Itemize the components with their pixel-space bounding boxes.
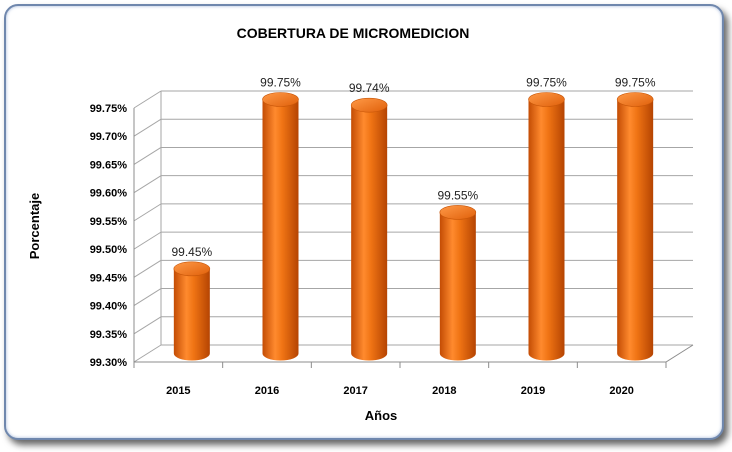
y-tick-label: 99.70%: [90, 131, 128, 143]
gridline-depth: [133, 259, 162, 278]
bar-top-2017: [350, 97, 388, 113]
gridline-depth: [133, 344, 162, 363]
y-tick-label: 99.40%: [90, 301, 128, 313]
x-tick-label: 2020: [609, 385, 633, 397]
y-tick-label: 99.45%: [90, 272, 128, 284]
x-tick-label: 2019: [521, 385, 545, 397]
bar-top-2020: [616, 92, 654, 107]
y-tick-label: 99.60%: [90, 188, 128, 200]
bar-2020: [617, 99, 654, 361]
gridline-depth: [133, 316, 162, 335]
chart-frame: COBERTURA DE MICROMEDICION Años Porcenta…: [4, 4, 724, 440]
y-tick-label: 99.30%: [90, 357, 128, 369]
data-label-2015: 99.45%: [171, 245, 212, 259]
gridline-depth: [133, 118, 162, 137]
x-axis-title: Años: [365, 408, 398, 423]
data-label-2018: 99.55%: [437, 188, 478, 202]
data-label-2016: 99.75%: [260, 76, 301, 90]
bar-2017: [351, 105, 388, 361]
gridline-depth: [133, 90, 162, 109]
x-tick-label: 2016: [255, 385, 279, 397]
bar-2018: [439, 212, 476, 361]
gridline-depth: [133, 288, 162, 306]
plot-area: 99.30% 99.35% 99.40% 99.45% 99.50% 99.55% 99.6…: [90, 76, 694, 397]
data-label-2019: 99.75%: [526, 76, 567, 90]
bar-top-2018: [439, 205, 477, 220]
bar-2016: [262, 99, 299, 361]
gridline-depth: [133, 147, 162, 165]
y-axis-title: Porcentaje: [27, 193, 42, 259]
gridline-depth: [133, 203, 162, 222]
chart-title: COBERTURA DE MICROMEDICION: [237, 25, 470, 41]
gridline-depth: [133, 175, 162, 194]
y-tick-label: 99.35%: [90, 329, 128, 341]
y-tick-label: 99.65%: [90, 159, 128, 171]
y-tick-label: 99.55%: [90, 216, 128, 228]
x-tick-label: 2018: [432, 385, 456, 397]
y-tick-label: 99.50%: [90, 244, 128, 256]
data-label-2017: 99.74%: [349, 81, 390, 95]
bar-top-2016: [262, 92, 299, 107]
floor-edge: [134, 344, 694, 363]
bar-top-2019: [528, 92, 565, 107]
bar-2015: [173, 268, 210, 361]
gridline-depth: [133, 231, 162, 250]
bar-2019: [528, 99, 565, 361]
x-tick-label: 2015: [166, 385, 190, 397]
data-label-2020: 99.75%: [615, 76, 656, 90]
y-tick-label: 99.75%: [90, 103, 128, 115]
chart-canvas: COBERTURA DE MICROMEDICION Años Porcenta…: [27, 25, 694, 423]
bar-top-2015: [173, 261, 211, 277]
x-tick-label: 2017: [343, 385, 367, 397]
